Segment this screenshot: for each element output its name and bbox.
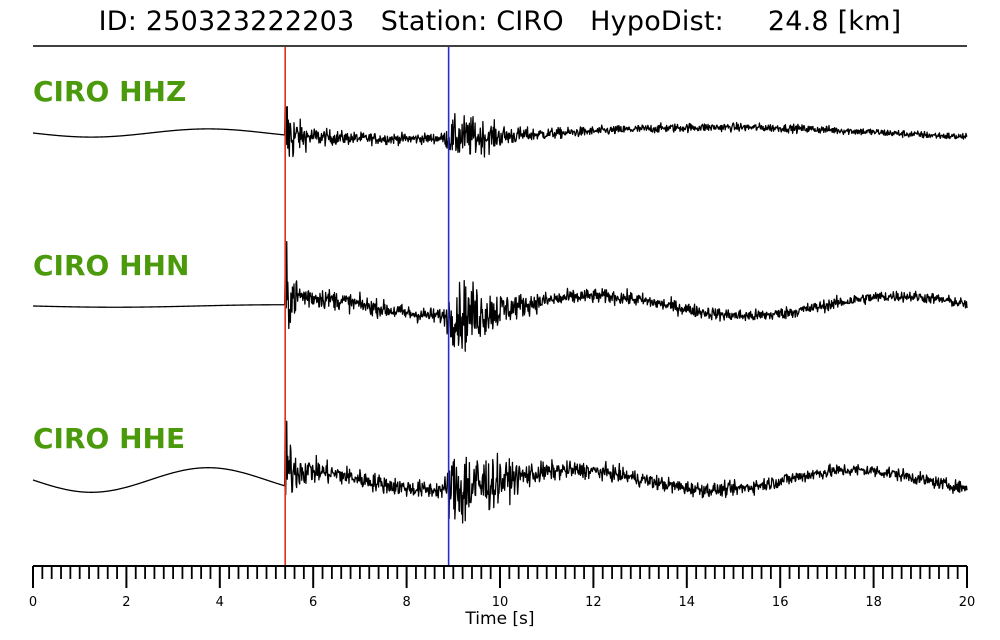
waveform-trace bbox=[32, 103, 968, 158]
chart-title: ID: 250323222203 Station: CIRO HypoDist:… bbox=[98, 6, 902, 37]
waveform-trace bbox=[32, 420, 968, 524]
x-tick-label: 20 bbox=[959, 595, 976, 610]
x-tick-label: 18 bbox=[865, 595, 882, 610]
x-tick-label: 12 bbox=[585, 595, 602, 610]
trace-label: CIRO HHN bbox=[33, 249, 189, 282]
trace-label: CIRO HHZ bbox=[33, 75, 186, 108]
time-axis: 0 2 4 6 8 10 12 14 16 18 20 bbox=[29, 565, 976, 610]
x-tick-label: 10 bbox=[492, 595, 509, 610]
trace-labels-group: CIRO HHZ CIRO HHN CIRO HHE bbox=[33, 75, 189, 455]
x-tick-label: 6 bbox=[309, 595, 317, 610]
x-tick-label: 2 bbox=[122, 595, 130, 610]
x-tick-label: 0 bbox=[29, 595, 37, 610]
x-tick-label: 4 bbox=[216, 595, 224, 610]
waveform-trace bbox=[32, 240, 968, 352]
x-tick-label: 14 bbox=[679, 595, 696, 610]
x-axis-label: Time [s] bbox=[464, 609, 534, 629]
x-tick-label: 8 bbox=[402, 595, 410, 610]
trace-label: CIRO HHE bbox=[33, 422, 185, 455]
pick-lines-group bbox=[284, 47, 450, 566]
trace-group bbox=[32, 103, 968, 524]
x-tick-label: 16 bbox=[772, 595, 789, 610]
